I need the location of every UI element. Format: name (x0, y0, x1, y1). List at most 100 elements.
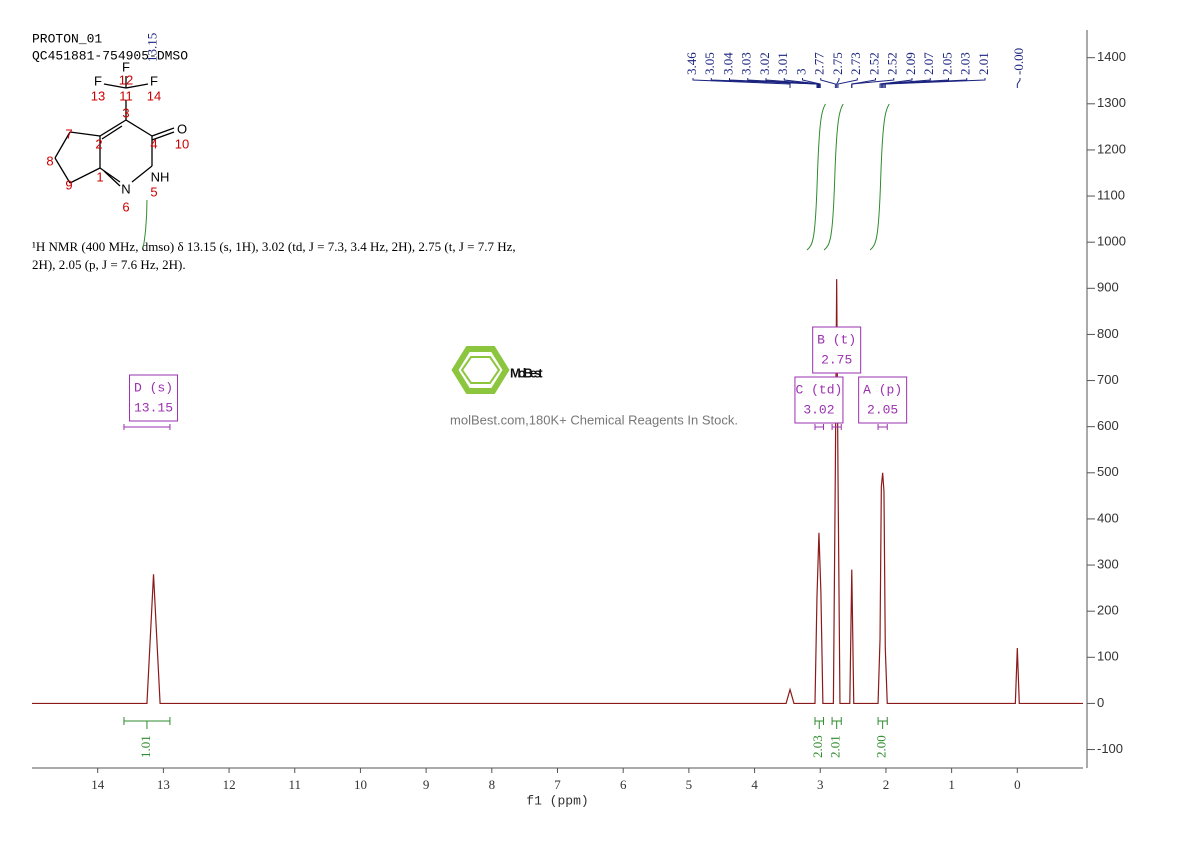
multiplet-box (812, 326, 862, 374)
atom-number: 7 (65, 126, 72, 141)
x-tick-label: 8 (489, 777, 496, 792)
x-tick-label: 6 (620, 777, 627, 792)
x-tick-label: 3 (817, 777, 824, 792)
peak-connector (883, 78, 968, 88)
y-tick-label: 1400 (1097, 49, 1126, 64)
y-tick-label: 800 (1097, 326, 1119, 341)
multiplet-box (858, 376, 908, 424)
y-tick-label: 0 (1097, 695, 1104, 710)
x-tick-label: 2 (883, 777, 890, 792)
peak-label: 2.77 (812, 52, 827, 75)
peak-connector (783, 78, 821, 88)
atom-symbol: NH (151, 169, 170, 184)
y-tick-label: 500 (1097, 464, 1119, 479)
integral-curve (806, 103, 826, 251)
y-tick-label: 300 (1097, 556, 1119, 571)
y-tick-label: 400 (1097, 510, 1119, 525)
peak-connector (765, 78, 820, 88)
peak-connector (747, 78, 819, 88)
multiplet-range (814, 424, 825, 430)
integral-value: 2.00 (874, 735, 889, 758)
molecule-bonds (54, 76, 175, 187)
peak-label: 13.15 (145, 33, 160, 62)
peak-label: 2.73 (848, 52, 863, 75)
peak-label: 2.75 (830, 52, 845, 75)
peak-label: -0.00 (1011, 48, 1026, 75)
peak-label: 3.04 (720, 52, 735, 75)
peak-connector (1016, 78, 1021, 88)
integral-value: 1.01 (138, 735, 153, 758)
atom-number: 11 (119, 88, 133, 103)
x-tick-label: 1 (948, 777, 955, 792)
multiplet-box (794, 376, 844, 424)
multiplet-range (123, 424, 171, 430)
x-axis-label: f1 (ppm) (526, 793, 588, 808)
integral-value: 2.03 (810, 735, 825, 758)
x-tick-label: 11 (288, 777, 301, 792)
atom-number: 8 (46, 153, 53, 168)
multiplet-range (831, 424, 842, 430)
y-tick-label: 1000 (1097, 234, 1126, 249)
integral-bracket (831, 717, 842, 729)
peak-connector (692, 78, 791, 88)
x-tick-label: 9 (423, 777, 430, 792)
integral-bracket (877, 717, 888, 729)
integral-curve (869, 103, 890, 251)
peak-label: 2.05 (939, 52, 954, 75)
peak-connector (836, 78, 840, 88)
y-tick-label: 1200 (1097, 141, 1126, 156)
y-tick-label: 1100 (1097, 187, 1125, 202)
annotation: ¹H NMR (400 MHz, dmso) δ 13.15 (s, 1H), … (32, 239, 516, 254)
integral-bracket (123, 717, 171, 729)
peak-label: 3.46 (684, 52, 699, 75)
integral-value: 2.01 (828, 735, 843, 758)
peak-label: 2.03 (958, 52, 973, 75)
x-tick-label: 4 (751, 777, 758, 792)
peak-label: 3.01 (775, 52, 790, 75)
x-tick-label: 7 (554, 777, 561, 792)
peak-label: 2.09 (903, 52, 918, 75)
peak-label: 2.07 (921, 52, 936, 75)
atom-number: 4 (150, 136, 157, 151)
atom-number: 14 (147, 88, 161, 103)
multiplet-label: D (s) (134, 380, 173, 395)
spectrum-line (32, 279, 1083, 705)
atom-number: 2 (95, 136, 102, 151)
chart-subtitle: QC451881-754905-DMSO (32, 48, 188, 63)
atom-symbol: F (122, 59, 130, 74)
watermark-tagline: molBest.com,180K+ Chemical Reagents In S… (450, 412, 738, 427)
peak-connector (802, 78, 821, 88)
y-tick-label: 1300 (1097, 95, 1126, 110)
integral-curve (823, 103, 844, 251)
atom-symbol: F (94, 73, 102, 88)
peak-label: 3.03 (739, 52, 754, 75)
chart-title: PROTON_01 (32, 31, 102, 46)
y-tick-label: 900 (1097, 280, 1119, 295)
integral-curve (142, 199, 148, 249)
peak-label: 2.52 (866, 52, 881, 75)
y-tick-label: 100 (1097, 649, 1119, 664)
peak-label: 3.02 (757, 52, 772, 75)
x-tick-label: 0 (1014, 777, 1021, 792)
x-tick-label: 14 (91, 777, 105, 792)
watermark-logo (451, 346, 510, 394)
x-tick-label: 10 (354, 777, 367, 792)
peak-connector (880, 78, 931, 88)
atom-number: 10 (175, 136, 189, 151)
peak-label: 3.05 (702, 52, 717, 75)
multiplet-box (129, 374, 179, 422)
y-tick-label: 200 (1097, 603, 1119, 618)
peak-connector (837, 78, 858, 88)
atom-number: 6 (122, 199, 129, 214)
multiplet-shift: 13.15 (134, 400, 173, 415)
atom-number: 5 (150, 184, 157, 199)
atom-number: 9 (65, 177, 72, 192)
x-tick-label: 5 (686, 777, 693, 792)
multiplet-range (877, 424, 888, 430)
atom-symbol: O (177, 121, 187, 136)
y-tick-label: -100 (1097, 741, 1123, 756)
atom-number: 1 (96, 169, 103, 184)
y-tick-label: 600 (1097, 418, 1119, 433)
integral-bracket (814, 717, 825, 729)
